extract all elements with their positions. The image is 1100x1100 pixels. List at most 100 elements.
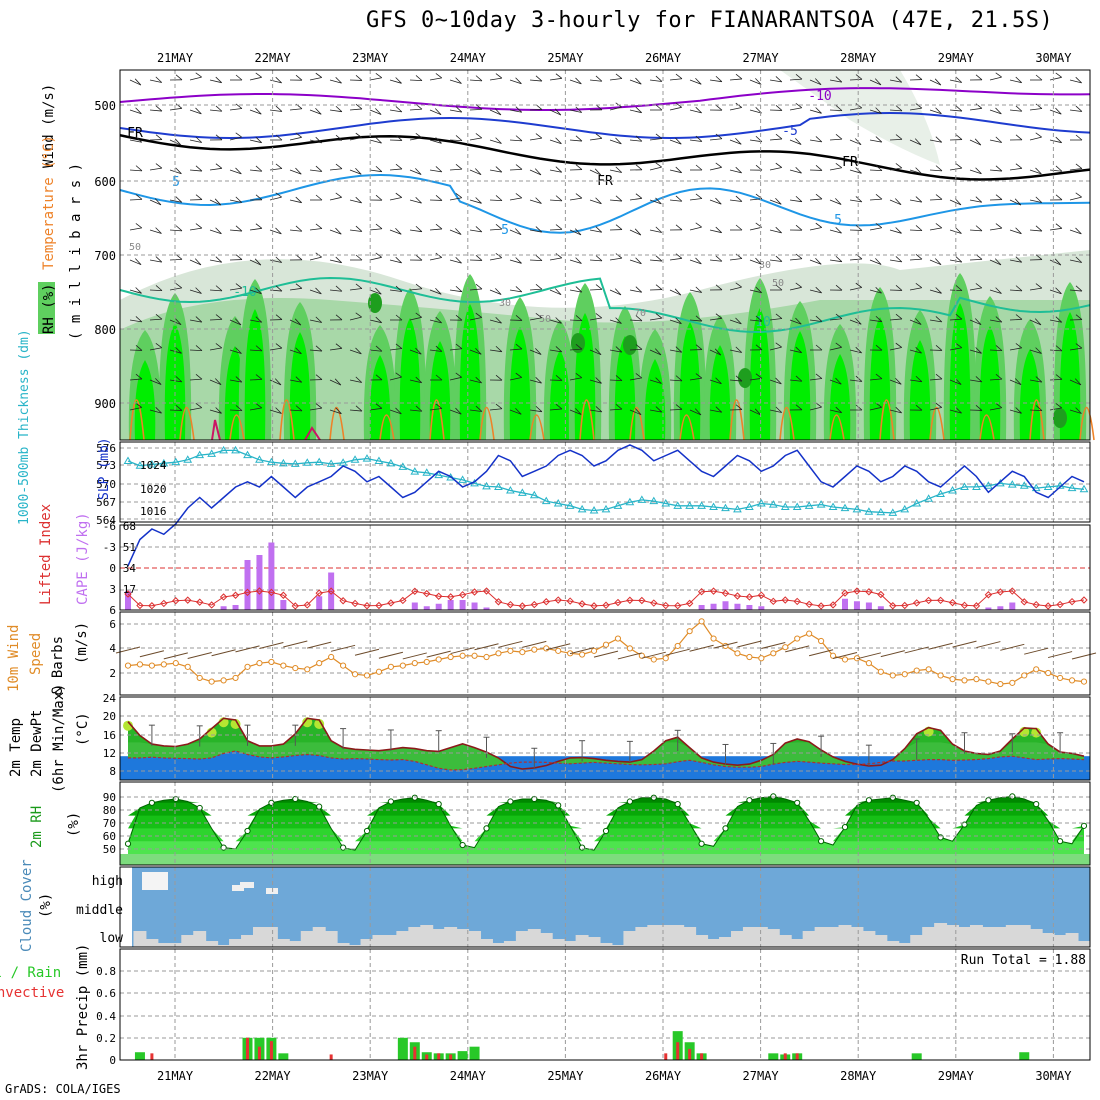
wind-barb bbox=[309, 228, 322, 231]
wind-barb-flag bbox=[635, 106, 642, 113]
thickness-point bbox=[792, 502, 802, 510]
wind-barb-flag bbox=[255, 136, 262, 143]
rh-shade-dark bbox=[571, 333, 585, 353]
wind-barb bbox=[749, 319, 762, 322]
wind-barb-flag bbox=[795, 224, 803, 231]
wind-barb bbox=[229, 287, 242, 291]
wind-barb-flag bbox=[455, 77, 462, 84]
wind-axis-label-2: Speed bbox=[28, 633, 44, 675]
lifted-index-point bbox=[948, 598, 957, 607]
wind-barb-flag bbox=[375, 72, 383, 79]
wind-barb bbox=[1029, 229, 1042, 232]
wind-barb-flag bbox=[615, 137, 622, 145]
wind-barb-flag bbox=[315, 287, 322, 295]
cloud-low-bar bbox=[193, 931, 207, 947]
wind-barb-flag bbox=[695, 193, 703, 199]
wind-barb bbox=[769, 259, 782, 262]
surface-wind-barb bbox=[976, 641, 1001, 649]
wind-speed-point bbox=[614, 635, 622, 642]
wind-barb bbox=[849, 319, 862, 325]
wind-barb bbox=[829, 409, 842, 414]
wind-barb bbox=[649, 166, 662, 171]
wind-barb bbox=[429, 109, 442, 116]
wind-barb-flag bbox=[295, 132, 302, 138]
surface-wind-barb bbox=[354, 648, 380, 656]
cloud-low-bar bbox=[766, 929, 780, 947]
wind-barb-flag bbox=[275, 163, 283, 169]
wind-barb-flag bbox=[795, 404, 803, 411]
surface-wind-barbs bbox=[115, 640, 1097, 660]
wind-barb-flag bbox=[634, 408, 642, 415]
lifted-index-point bbox=[972, 602, 981, 610]
wind-barb-flag bbox=[515, 135, 523, 142]
wind-barb-flag bbox=[675, 102, 682, 108]
wind-barb bbox=[969, 349, 982, 354]
cloud-low-bar bbox=[1041, 933, 1055, 947]
thickness-point bbox=[661, 498, 671, 507]
wind-barb bbox=[249, 169, 262, 172]
wind-speed-point bbox=[865, 660, 873, 667]
contour-label: 5 bbox=[834, 213, 842, 228]
wind-speed-point bbox=[507, 647, 514, 654]
wind-barb-flag bbox=[455, 164, 463, 170]
slp-tick-label: 1016 bbox=[140, 505, 167, 518]
wind-barb-flag bbox=[1055, 345, 1063, 352]
wind-barb bbox=[1069, 347, 1082, 351]
wind-barb bbox=[549, 408, 562, 411]
wind-barb-flag bbox=[475, 376, 482, 384]
wind-barb bbox=[289, 199, 302, 204]
temp-contour-15 bbox=[879, 399, 895, 441]
wind-barb bbox=[249, 407, 262, 411]
wind-barb bbox=[429, 349, 442, 352]
li-tick-label: 6 bbox=[109, 604, 116, 617]
wind-barb bbox=[229, 229, 242, 232]
wind-speed-point bbox=[435, 656, 442, 663]
wind-barb bbox=[349, 108, 362, 111]
rh2m-point bbox=[794, 799, 801, 806]
wind-barb bbox=[549, 169, 562, 173]
footer-credit: GrADS: COLA/IGES bbox=[5, 1082, 121, 1096]
lifted-index-point bbox=[494, 598, 503, 606]
wind-barb bbox=[449, 348, 462, 351]
cape-tick-label: 51 bbox=[123, 541, 136, 554]
date-label-bottom: 27MAY bbox=[743, 1069, 780, 1083]
wind-barb-flag bbox=[915, 167, 922, 174]
cloud-low-bar bbox=[503, 941, 517, 947]
wind-barb bbox=[149, 229, 162, 234]
wind-barb-flag bbox=[235, 347, 242, 354]
wind-barb-flag bbox=[135, 316, 143, 323]
wind-barb bbox=[949, 409, 962, 414]
wind-barb-flag bbox=[295, 376, 303, 383]
date-label-top: 22MAY bbox=[255, 51, 292, 65]
wind-barb-flag bbox=[815, 286, 822, 294]
wind-barb bbox=[669, 289, 682, 296]
wind-barb-flag bbox=[835, 105, 843, 111]
wind-barb bbox=[749, 226, 762, 231]
wind-barb-flag bbox=[375, 108, 382, 115]
thickness-point bbox=[1043, 482, 1053, 490]
wind-barb-flag bbox=[215, 314, 223, 320]
wind-barb bbox=[369, 109, 382, 115]
lifted-index-point bbox=[829, 601, 837, 609]
wind-barb-flag bbox=[614, 288, 622, 296]
wind-barb-flag bbox=[195, 107, 202, 115]
wind-barb bbox=[1029, 379, 1042, 383]
thickness-point bbox=[876, 507, 886, 516]
lifted-index-axis-label: Lifted Index bbox=[38, 504, 54, 605]
wind-barb-flag bbox=[215, 76, 222, 83]
wind-barb-flag bbox=[475, 347, 482, 355]
wind-barb-flag bbox=[795, 317, 802, 325]
wind-barb-flag bbox=[475, 405, 483, 412]
wind-barb-flag bbox=[395, 256, 402, 264]
wind-barb-flag bbox=[635, 77, 642, 85]
cape-bar bbox=[316, 596, 323, 610]
thickness-point bbox=[577, 504, 587, 513]
wind-barb bbox=[749, 139, 762, 143]
wind-barb bbox=[349, 409, 362, 412]
wind-barb bbox=[549, 109, 562, 116]
cloud-low-bar bbox=[874, 935, 888, 947]
lifted-index-point bbox=[757, 591, 766, 599]
temperature-tick-label: 16 bbox=[103, 729, 116, 742]
thickness-point bbox=[171, 457, 181, 466]
wind-barb-flag bbox=[455, 192, 463, 199]
